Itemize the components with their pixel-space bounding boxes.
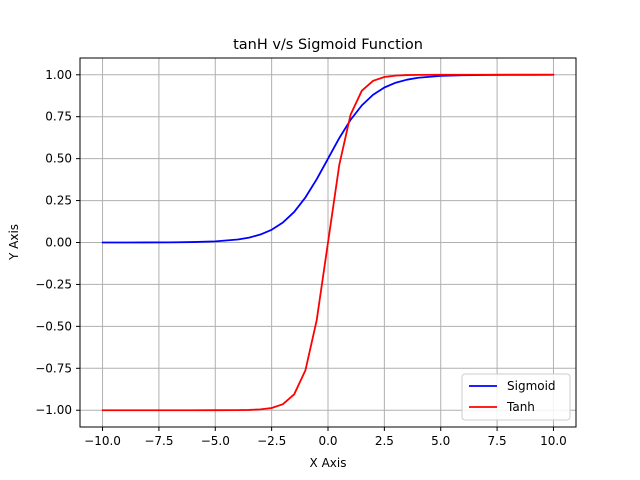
y-tick-label: −0.75 bbox=[35, 361, 72, 375]
y-tick-label: 0.25 bbox=[45, 194, 72, 208]
y-tick-label: 0.75 bbox=[45, 110, 72, 124]
chart-title: tanH v/s Sigmoid Function bbox=[233, 37, 423, 53]
series-line-tanh bbox=[101, 73, 555, 412]
y-tick-label: 1.00 bbox=[45, 68, 72, 82]
axis-ticks: −10.0 −7.5 −5.0 −2.5 0.0 2.5 5.0 7.5 10.0 −1.00 −0… bbox=[35, 68, 567, 448]
legend-label-sigmoid: Sigmoid bbox=[507, 379, 556, 393]
x-tick-label: −7.5 bbox=[144, 434, 173, 448]
x-tick-label: −5.0 bbox=[201, 434, 230, 448]
legend: Sigmoid Tanh bbox=[461, 373, 571, 421]
x-tick-label: 7.5 bbox=[488, 434, 507, 448]
x-tick-label: 0.0 bbox=[318, 434, 337, 448]
x-tick-label: 10.0 bbox=[540, 434, 567, 448]
y-axis-label: Y Axis bbox=[7, 224, 21, 261]
x-tick-label: −2.5 bbox=[257, 434, 286, 448]
y-tick-label: −0.25 bbox=[35, 277, 72, 291]
x-tick-label: 5.0 bbox=[431, 434, 450, 448]
y-tick-label: −0.50 bbox=[35, 319, 72, 333]
x-tick-label: −10.0 bbox=[84, 434, 121, 448]
legend-label-tanh: Tanh bbox=[506, 400, 535, 414]
series-lines bbox=[101, 73, 555, 412]
x-axis-label: X Axis bbox=[310, 456, 347, 470]
y-tick-label: 0.00 bbox=[45, 236, 72, 250]
x-tick-label: 2.5 bbox=[375, 434, 394, 448]
y-tick-label: −1.00 bbox=[35, 403, 72, 417]
y-tick-label: 0.50 bbox=[45, 152, 72, 166]
